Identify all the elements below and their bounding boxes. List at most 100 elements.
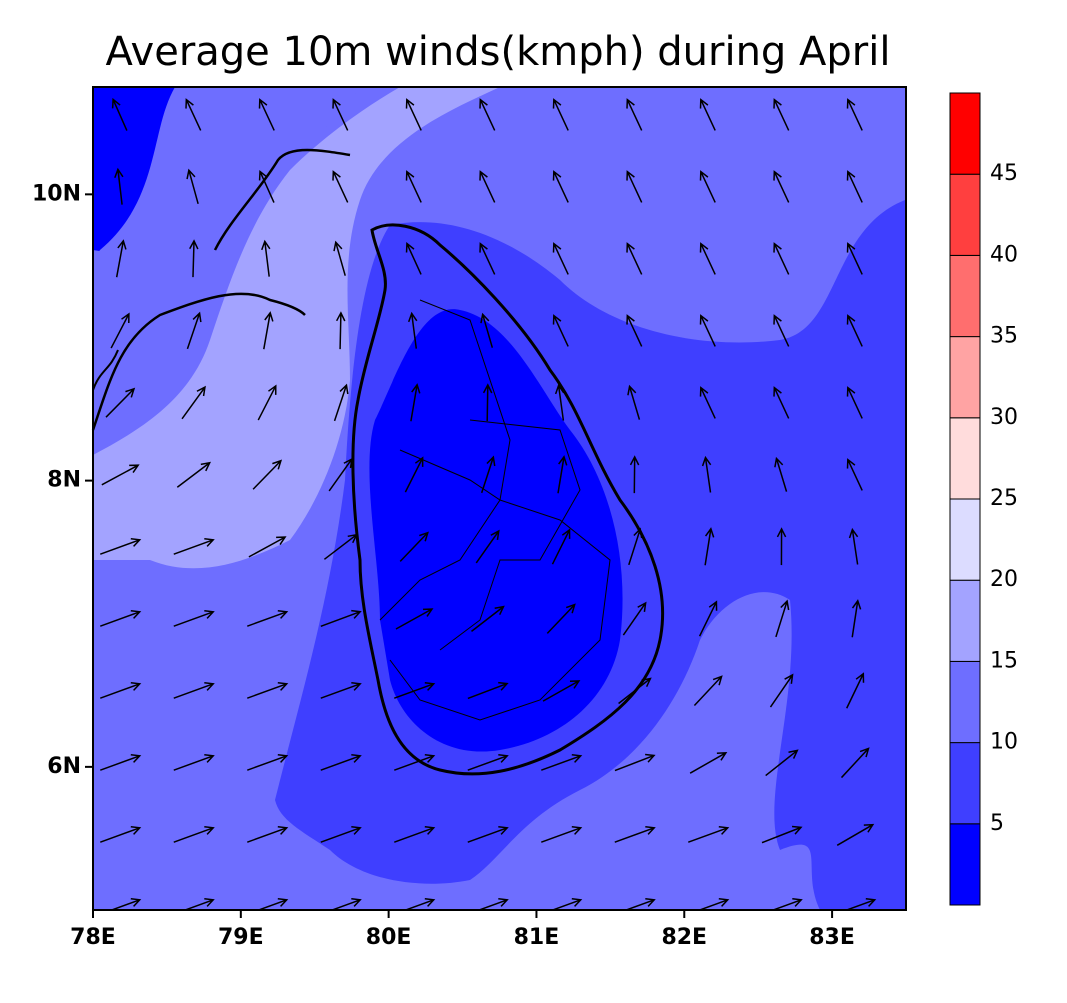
- wind-arrow: [330, 897, 362, 910]
- wind-arrow: [699, 314, 716, 347]
- wind-arrow: [405, 98, 422, 131]
- wind-arrow: [773, 98, 790, 131]
- colorbar-box: [949, 173, 981, 256]
- wind-arrow: [769, 673, 794, 708]
- wind-arrow: [773, 242, 790, 275]
- wind-arrow: [774, 456, 788, 492]
- wind-arrow: [189, 239, 199, 278]
- wind-vectors: [100, 97, 877, 910]
- wind-arrow: [467, 681, 509, 700]
- wind-arrow: [247, 825, 289, 843]
- district-borders: [379, 299, 611, 721]
- wind-arrow: [846, 242, 863, 275]
- colorbar-box: [949, 254, 981, 338]
- wind-arrow: [477, 897, 509, 910]
- wind-arrow: [765, 749, 799, 777]
- wind-arrow: [405, 170, 422, 203]
- wind-arrow: [699, 170, 716, 203]
- wind-arrow: [693, 675, 723, 707]
- wind-arrow: [405, 242, 422, 275]
- wind-arrow: [247, 609, 289, 627]
- wind-arrow: [480, 312, 494, 348]
- y-tick-label: 10N: [32, 181, 81, 206]
- x-tick-label: 82E: [661, 925, 707, 950]
- colorbar-box: [949, 660, 981, 744]
- wind-arrow: [614, 753, 656, 772]
- wind-arrow: [689, 751, 728, 774]
- wind-arrow: [173, 537, 215, 555]
- wind-arrow: [688, 825, 730, 843]
- wind-arrow: [840, 747, 870, 779]
- wind-arrow: [173, 681, 215, 699]
- wind-arrow: [698, 600, 718, 637]
- wind-arrow: [626, 98, 643, 131]
- wind-arrow: [332, 98, 349, 131]
- contour-fill: [93, 87, 500, 569]
- colorbar-label: 15: [990, 648, 1018, 673]
- wind-arrow: [173, 609, 215, 627]
- wind-arrow: [846, 386, 863, 419]
- wind-arrow: [394, 681, 436, 699]
- wind-arrow: [614, 825, 656, 843]
- wind-arrow: [773, 314, 790, 347]
- wind-arrow: [100, 681, 142, 699]
- colorbar-box: [949, 742, 981, 825]
- wind-arrow: [482, 383, 493, 422]
- colorbar-box: [949, 579, 981, 662]
- chart-title: Average 10m winds(kmph) during April: [106, 29, 891, 75]
- colorbar-label: 10: [990, 730, 1018, 755]
- wind-arrow: [773, 386, 790, 419]
- wind-arrow: [552, 98, 569, 131]
- wind-arrow: [114, 167, 124, 205]
- wind-arrow: [332, 170, 349, 203]
- colorbar-box: [949, 417, 981, 500]
- wind-arrow: [100, 537, 142, 555]
- wind-arrow: [704, 527, 715, 566]
- x-tick-label: 83E: [809, 925, 855, 950]
- colorbar-box: [949, 92, 981, 175]
- wind-arrow: [323, 533, 358, 560]
- wind-arrow: [399, 531, 429, 562]
- wind-arrow: [320, 681, 362, 699]
- wind-arrow: [407, 311, 418, 349]
- wind-arrow: [626, 314, 643, 347]
- wind-arrow: [100, 609, 142, 627]
- colorbar-label: 40: [990, 242, 1018, 267]
- wind-arrow: [626, 170, 643, 203]
- wind-arrow: [247, 753, 289, 771]
- wind-arrow: [552, 314, 569, 347]
- wind-arrow: [335, 311, 346, 350]
- wind-arrow: [629, 455, 640, 494]
- wind-arrow: [541, 753, 583, 771]
- wind-arrow: [394, 825, 436, 843]
- colorbar-label: 25: [990, 486, 1018, 511]
- wind-arrow: [628, 527, 643, 566]
- wind-arrow: [542, 680, 581, 702]
- wind-arrow: [775, 599, 790, 638]
- wind-arrow: [699, 98, 716, 131]
- wind-arrow: [100, 753, 142, 771]
- wind-arrow: [185, 98, 202, 131]
- wind-arrow: [258, 98, 275, 131]
- wind-arrow: [410, 383, 421, 422]
- wind-arrow: [844, 897, 877, 910]
- wind-arrow: [256, 897, 289, 910]
- y-tick-label: 8N: [47, 468, 81, 493]
- wind-arrow: [100, 825, 142, 843]
- x-tick-label: 80E: [366, 925, 412, 950]
- wind-arrow: [551, 528, 571, 565]
- wind-arrow: [105, 387, 136, 418]
- wind-arrow: [541, 825, 583, 843]
- colorbar-box: [949, 498, 981, 581]
- x-tick-label: 81E: [514, 925, 560, 950]
- wind-arrow: [263, 311, 274, 350]
- wind-arrow: [333, 240, 346, 276]
- wind-arrow: [699, 386, 716, 419]
- wind-arrow: [395, 608, 434, 630]
- wind-arrow: [624, 897, 656, 910]
- wind-arrow: [552, 242, 569, 275]
- wind-arrow: [479, 98, 496, 131]
- wind-arrow: [186, 168, 199, 204]
- wind-arrow: [846, 98, 863, 131]
- wind-arrow: [252, 459, 283, 490]
